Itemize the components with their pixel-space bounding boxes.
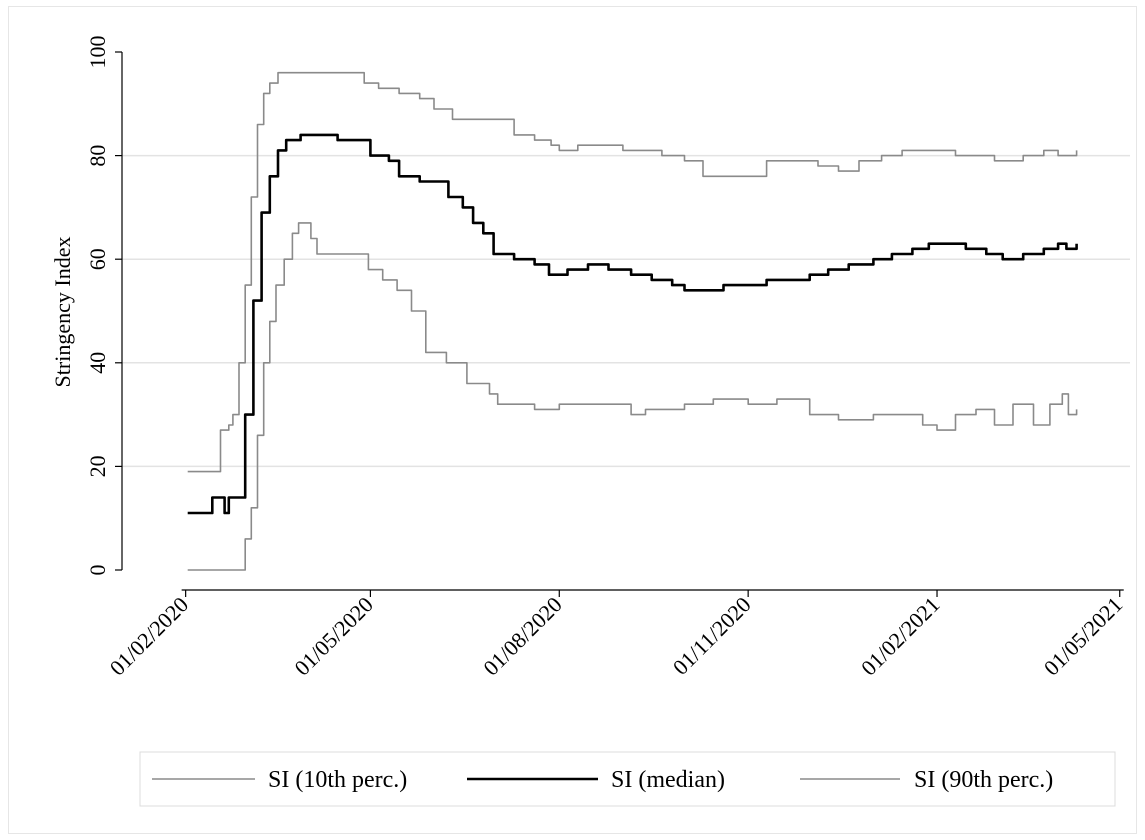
y-tick-label: 20 [85, 455, 110, 477]
axes [121, 52, 1124, 591]
y-tick-label: 40 [85, 352, 110, 374]
series-lines [187, 71, 1078, 571]
y-tick-label: 60 [85, 248, 110, 270]
x-tick-label: 01/11/2020 [668, 592, 756, 680]
legend-label: SI (median) [611, 767, 725, 793]
x-tick-label: 01/05/2020 [289, 592, 378, 681]
chart-frame [8, 6, 1137, 834]
legend-label: SI (90th perc.) [914, 767, 1053, 793]
y-ticks: 0 20 40 60 80 100 [85, 36, 122, 576]
y-tick-label: 0 [85, 565, 110, 576]
x-tick-label: 01/08/2020 [478, 592, 567, 681]
x-tick-label: 01/05/2021 [1039, 592, 1128, 681]
x-tick-label: 01/02/2021 [856, 592, 945, 681]
x-tick-label: 01/02/2020 [105, 592, 194, 681]
gridlines [122, 154, 1130, 468]
y-axis-label: Stringency Index [50, 237, 75, 388]
y-tick-label: 100 [85, 36, 110, 69]
y-tick-label: 80 [85, 145, 110, 167]
legend: SI (10th perc.) SI (median) SI (90th perc.… [139, 751, 1116, 807]
series-line-2 [187, 133, 1078, 515]
x-ticks: 01/02/2020 01/05/2020 01/08/2020 01/11/2020… [105, 590, 1128, 681]
legend-box [139, 751, 1116, 807]
legend-items: SI (10th perc.) SI (median) SI (90th perc.… [152, 767, 1053, 793]
legend-label: SI (10th perc.) [268, 767, 407, 793]
series-line-3 [187, 71, 1078, 473]
series-line-1 [187, 222, 1078, 571]
